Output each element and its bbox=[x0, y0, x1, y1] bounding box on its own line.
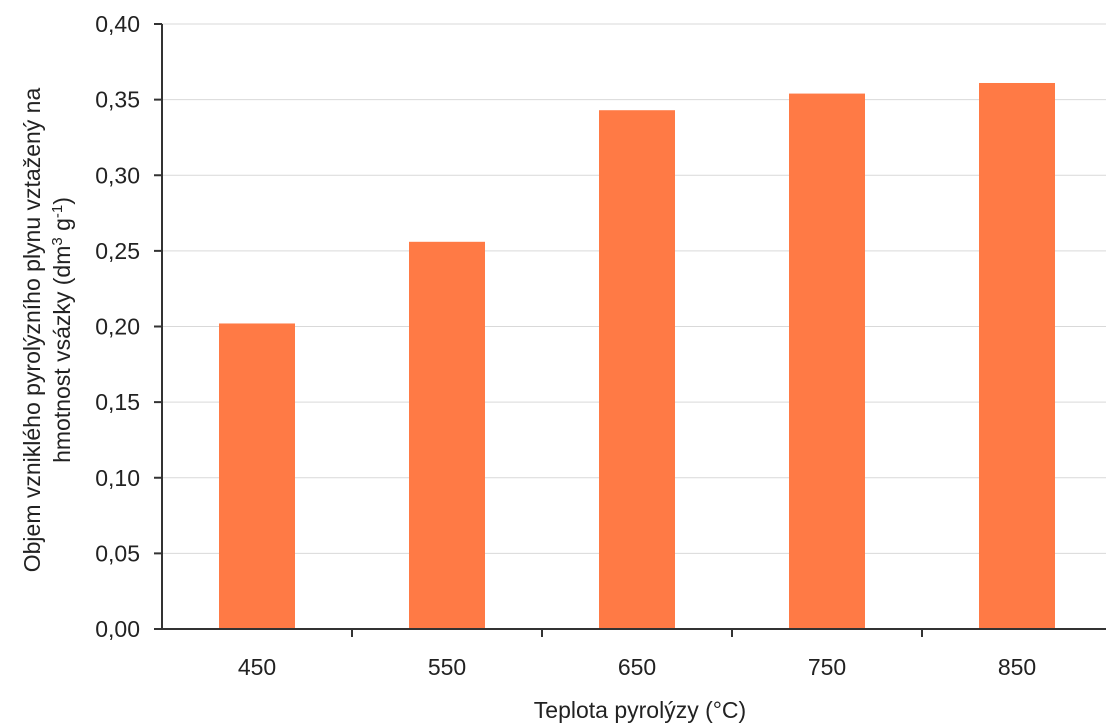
bars bbox=[219, 82, 1055, 630]
x-tick-label: 750 bbox=[808, 654, 846, 680]
x-tick-label: 550 bbox=[428, 654, 466, 680]
y-tick-label: 0,00 bbox=[95, 616, 140, 642]
y-axis-title-suffix: ) bbox=[49, 197, 75, 205]
x-tick-labels: 450 550 650 750 850 bbox=[238, 629, 1036, 680]
y-tick-label: 0,40 bbox=[95, 11, 140, 37]
y-tick-labels: 0,00 0,05 0,10 0,15 0,20 0,25 0,30 0,35 0,40 bbox=[95, 11, 162, 642]
bar-550 bbox=[409, 241, 485, 630]
y-tick-label: 0,15 bbox=[95, 389, 140, 415]
y-axis-title-line2: hmotnost vsázky (dm3 g-1) bbox=[49, 197, 76, 463]
x-tick-label: 450 bbox=[238, 654, 276, 680]
bar-750 bbox=[789, 93, 865, 629]
bar-650 bbox=[599, 110, 675, 629]
y-tick-label: 0,10 bbox=[95, 465, 140, 491]
x-axis-title: Teplota pyrolýzy (°C) bbox=[534, 697, 746, 723]
y-axis-title-prefix: hmotnost vsázky (dm bbox=[49, 246, 75, 463]
bar-850 bbox=[979, 82, 1055, 630]
y-tick-label: 0,30 bbox=[95, 162, 140, 188]
y-axis-title-sup1: 3 bbox=[49, 237, 66, 245]
y-tick-label: 0,35 bbox=[95, 87, 140, 113]
x-tick-label: 850 bbox=[998, 654, 1036, 680]
y-axis-title-line1: Objem vzniklého pyrolýzního plynu vztaže… bbox=[19, 88, 45, 573]
y-tick-label: 0,20 bbox=[95, 314, 140, 340]
y-axis-title-sup2: -1 bbox=[49, 205, 66, 218]
y-axis-title-mid: g bbox=[49, 218, 75, 237]
y-tick-label: 0,05 bbox=[95, 540, 140, 566]
bar-450 bbox=[219, 323, 295, 629]
y-tick-label: 0,25 bbox=[95, 238, 140, 264]
x-tick-label: 650 bbox=[618, 654, 656, 680]
y-axis-title: Objem vzniklého pyrolýzního plynu vztaže… bbox=[19, 88, 75, 573]
